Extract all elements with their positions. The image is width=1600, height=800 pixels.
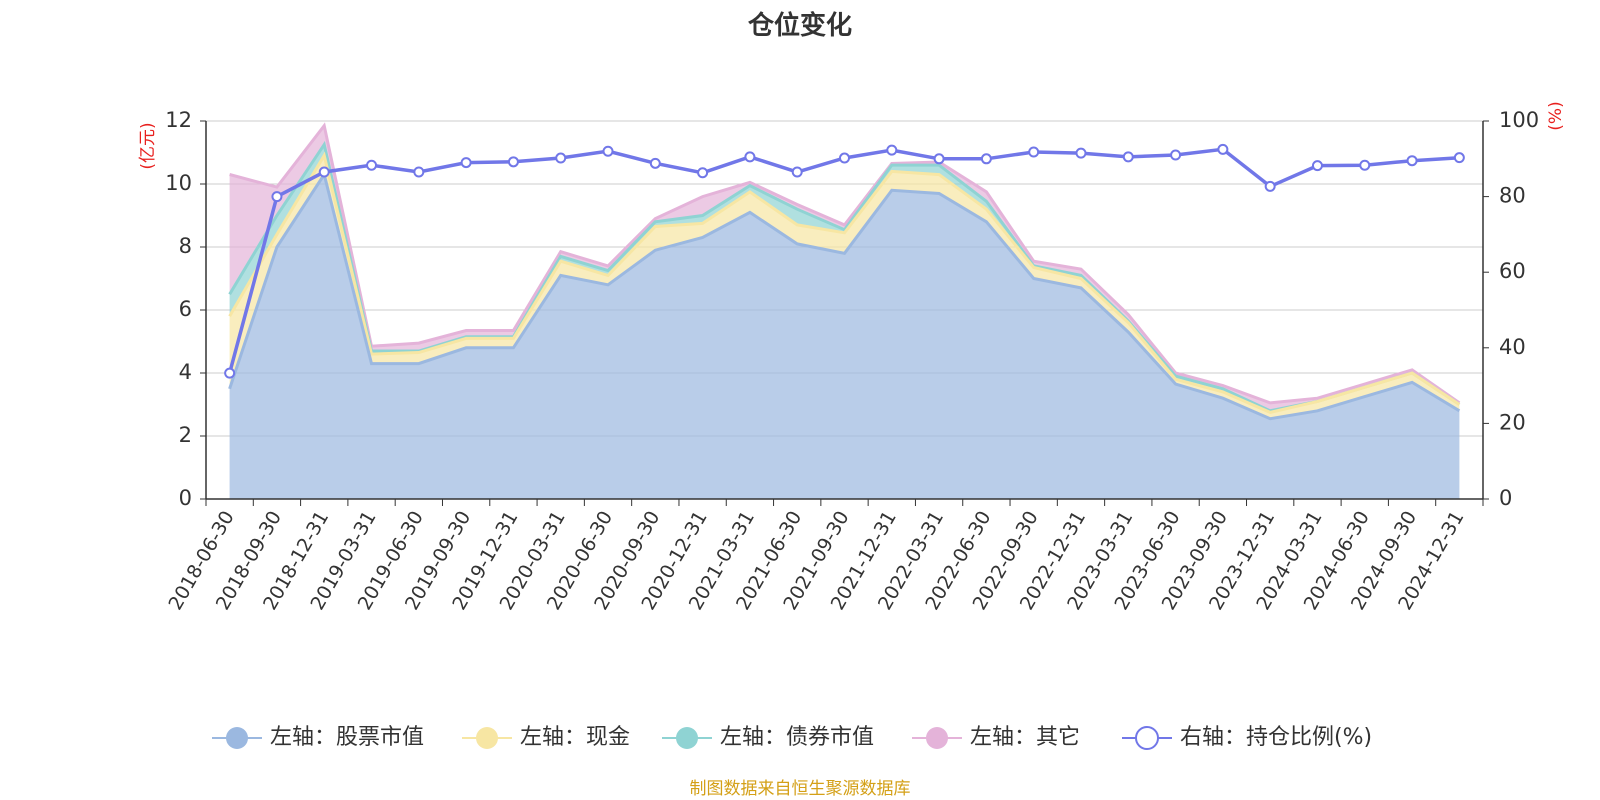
stacked-areas	[228, 122, 1461, 499]
ratio-point	[1359, 159, 1371, 171]
right-tick-label: 80	[1499, 184, 1526, 208]
legend-marker	[676, 727, 698, 749]
ratio-point	[555, 152, 567, 164]
ratio-point	[1075, 147, 1087, 159]
legend-label: 右轴：持仓比例(%)	[1180, 725, 1372, 750]
legend-item: 右轴：持仓比例(%)	[1122, 725, 1372, 750]
ratio-point	[791, 166, 803, 178]
left-tick-label: 0	[179, 486, 192, 510]
ratio-point	[271, 191, 283, 203]
ratio-point	[839, 152, 850, 164]
right-tick-label: 60	[1499, 259, 1526, 283]
left-tick-label: 10	[165, 171, 192, 195]
legend: 左轴：股票市值 左轴：现金 左轴：债券市值 左轴：其它 右轴：持仓比例(%)	[212, 725, 1372, 750]
left-tick-label: 8	[179, 234, 192, 258]
ratio-point	[460, 157, 472, 169]
left-tick-label: 2	[179, 423, 192, 447]
ratio-point	[413, 166, 425, 178]
left-tick-label: 6	[179, 297, 192, 321]
legend-marker	[476, 727, 498, 749]
ratio-point	[318, 166, 330, 178]
ratio-point	[1406, 155, 1418, 167]
legend-marker	[926, 727, 948, 749]
ratio-point	[886, 144, 898, 156]
ratio-point	[980, 153, 992, 165]
ratio-point	[1453, 152, 1465, 164]
legend-item: 左轴：股票市值	[212, 725, 424, 750]
ratio-point	[744, 151, 756, 163]
area-line-4	[229, 122, 1461, 405]
ratio-point	[366, 159, 378, 171]
legend-label: 左轴：债券市值	[720, 725, 874, 750]
right-tick-label: 20	[1499, 410, 1526, 434]
legend-marker	[1135, 726, 1159, 750]
left-axis-unit: (亿元)	[138, 122, 158, 169]
legend-item: 左轴：债券市值	[662, 725, 874, 750]
left-tick-label: 12	[165, 108, 192, 132]
legend-label: 左轴：现金	[520, 725, 630, 750]
ratio-point	[1217, 143, 1229, 155]
legend-label: 左轴：股票市值	[270, 725, 424, 750]
data-source-footer: 制图数据来自恒生聚源数据库	[690, 779, 911, 799]
legend-label: 左轴：其它	[970, 725, 1080, 750]
ratio-point	[1122, 151, 1134, 163]
right-tick-label: 0	[1499, 486, 1512, 510]
left-tick-label: 4	[179, 360, 192, 384]
ratio-point	[933, 153, 945, 165]
right-tick-label: 40	[1499, 335, 1526, 359]
ratio-point	[602, 145, 614, 157]
ratio-point	[1170, 149, 1182, 161]
right-axis-unit: (%)	[1546, 101, 1566, 130]
right-tick-label: 100	[1499, 108, 1539, 132]
ratio-point	[649, 157, 661, 169]
legend-item: 左轴：现金	[462, 725, 630, 750]
ratio-point	[697, 167, 709, 179]
legend-marker	[226, 727, 248, 749]
chart-title: 仓位变化	[747, 10, 852, 41]
ratio-point	[1028, 146, 1040, 158]
position-ratio-series	[224, 143, 1465, 379]
legend-item: 左轴：其它	[912, 725, 1080, 750]
ratio-point	[224, 367, 236, 379]
area-1	[229, 174, 1460, 499]
ratio-point	[1264, 180, 1276, 192]
area-line-1	[228, 170, 1461, 421]
ratio-point	[1311, 160, 1323, 172]
area-line-2	[228, 151, 1461, 414]
ratio-point	[507, 156, 519, 168]
